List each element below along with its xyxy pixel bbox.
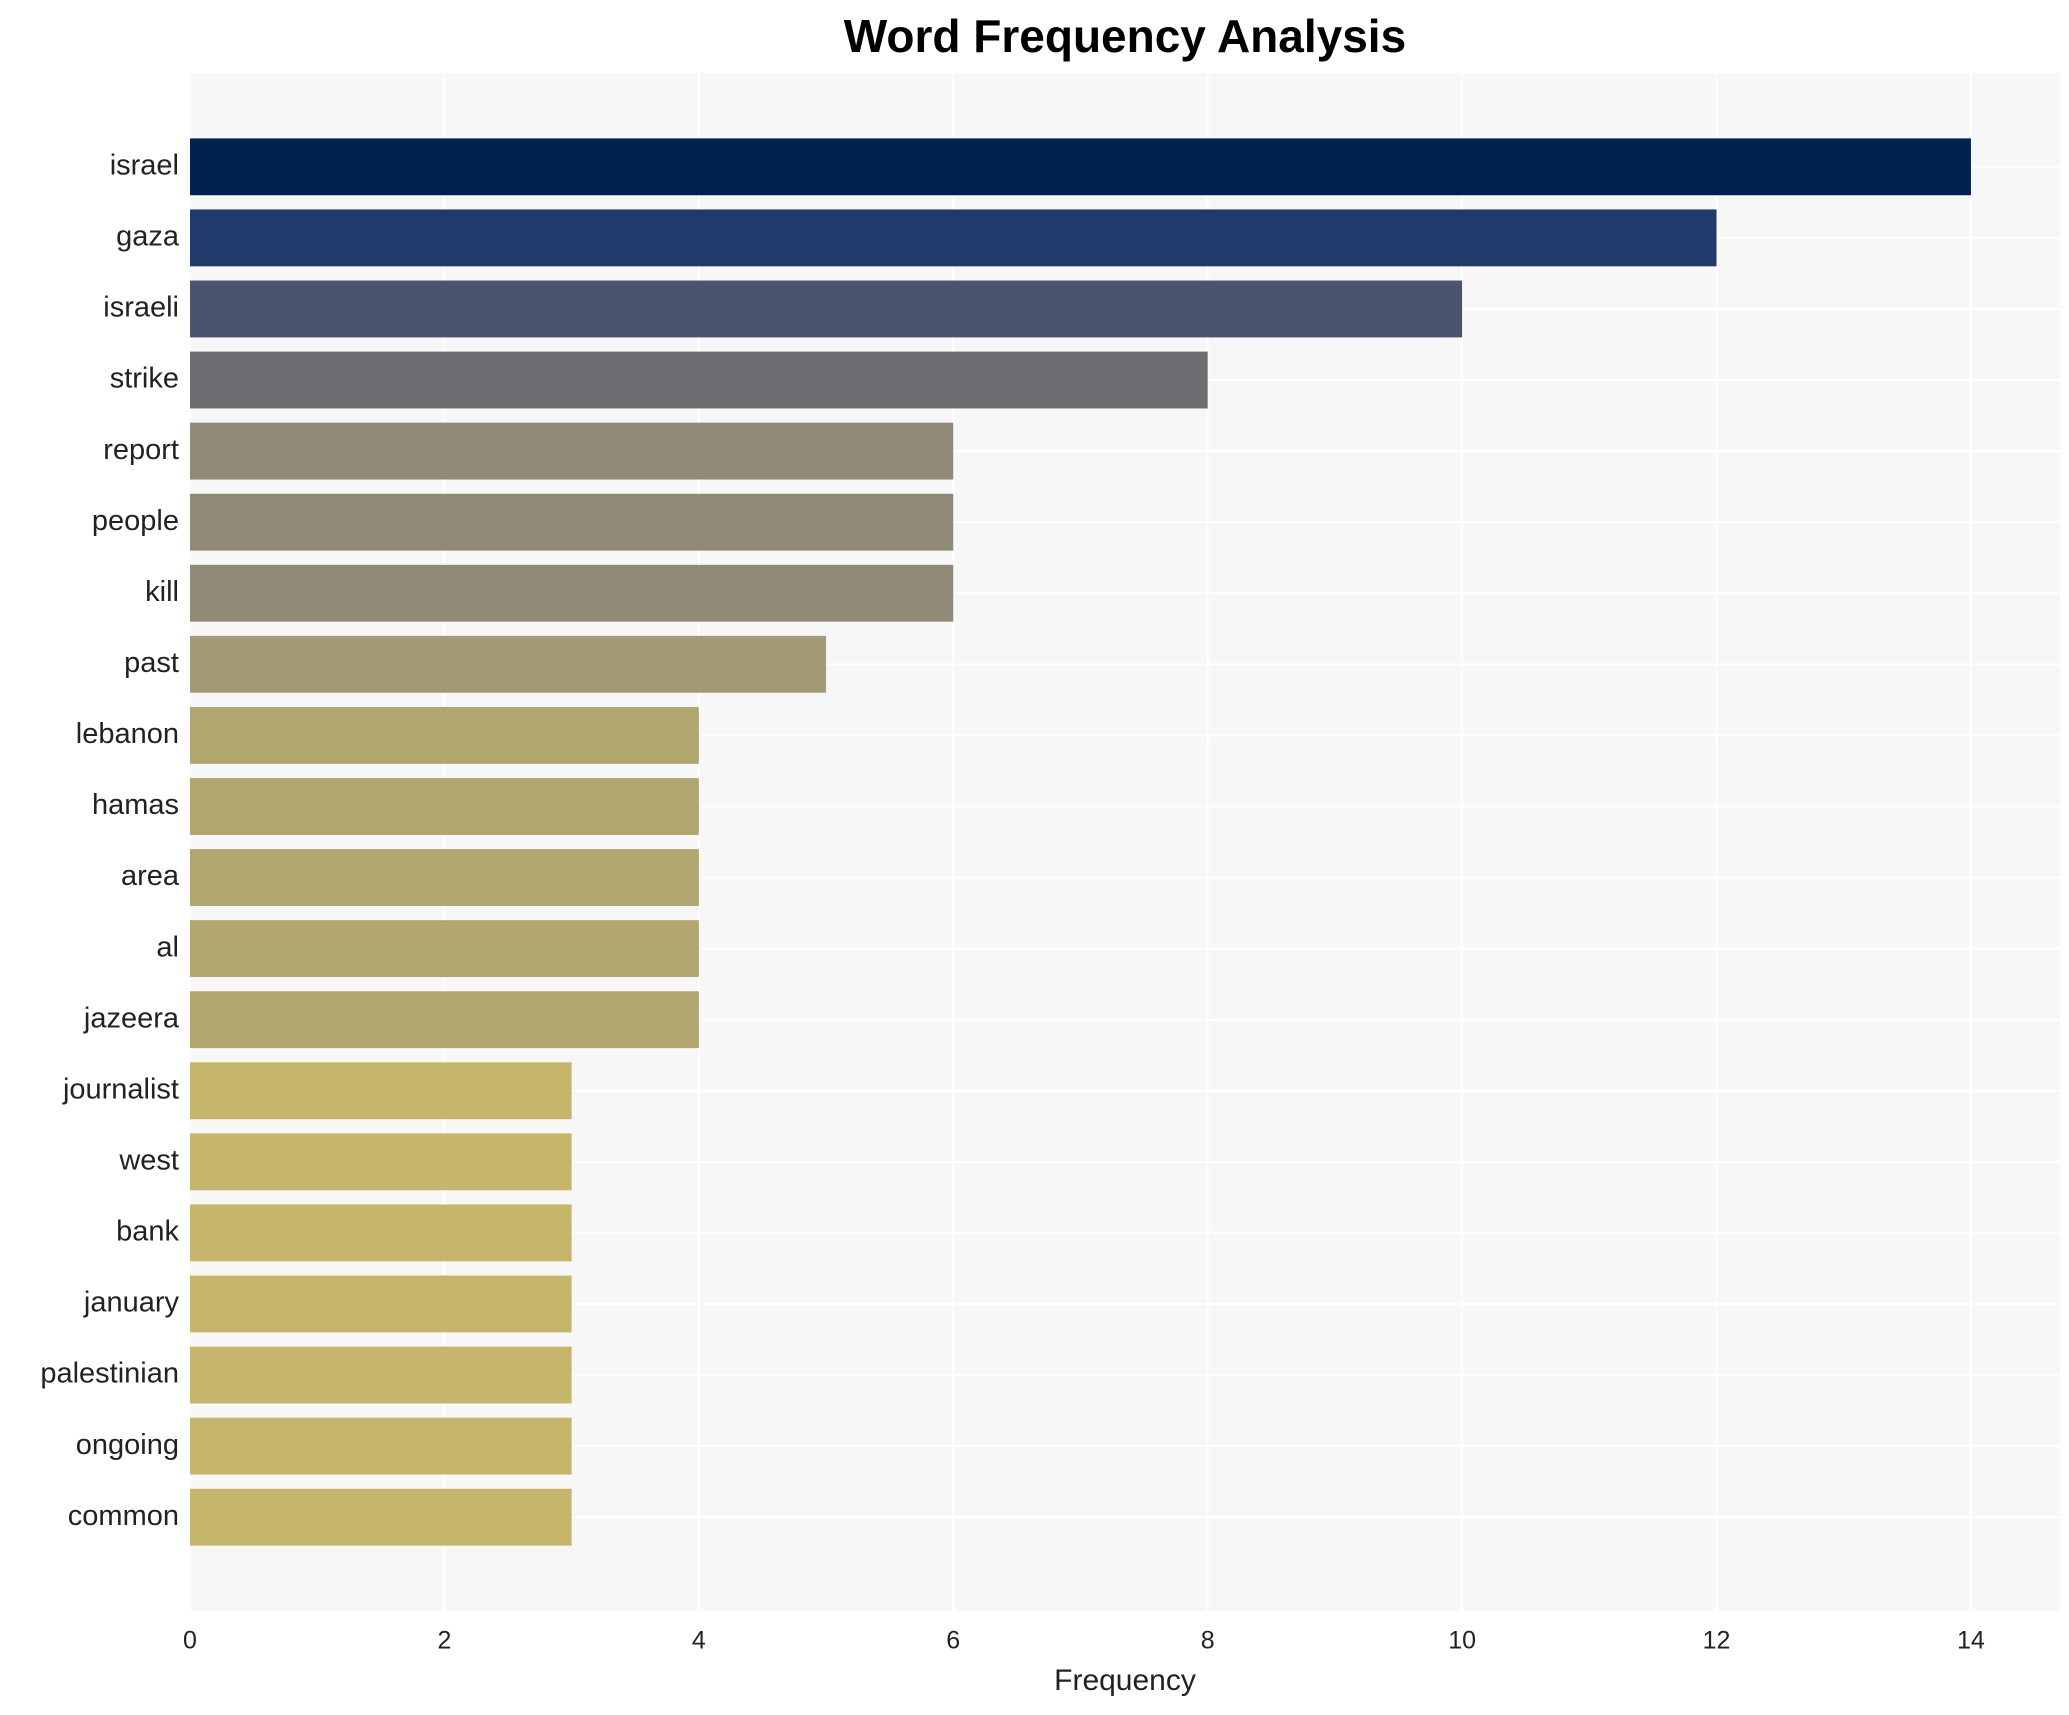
bar — [190, 422, 954, 480]
y-tick-label: report — [103, 434, 179, 466]
x-tick-label: 2 — [437, 1627, 451, 1655]
y-tick-label: israeli — [103, 292, 179, 324]
bar — [190, 920, 699, 978]
y-tick-label: jazeera — [83, 1002, 180, 1034]
y-tick-label: january — [83, 1287, 180, 1319]
y-tick-label: hamas — [92, 789, 179, 821]
bar — [190, 351, 1208, 409]
y-tick-label: common — [68, 1500, 179, 1532]
bar — [190, 1488, 572, 1546]
bar — [190, 564, 954, 622]
x-tick-label: 0 — [183, 1627, 197, 1655]
x-tick-label: 6 — [946, 1627, 960, 1655]
bar — [190, 991, 699, 1049]
bar — [190, 1417, 572, 1475]
y-tick-label: people — [92, 505, 179, 537]
bar — [190, 493, 954, 551]
y-tick-label: strike — [110, 363, 179, 395]
y-tick-label: kill — [145, 576, 179, 608]
bar — [190, 635, 827, 693]
bar — [190, 778, 699, 835]
bar — [190, 706, 699, 764]
x-axis-label: Frequency — [1054, 1664, 1196, 1697]
chart-title: Word Frequency Analysis — [844, 10, 1406, 62]
x-tick-label: 8 — [1201, 1627, 1215, 1655]
bar — [190, 1204, 572, 1262]
x-tick-label: 14 — [1957, 1627, 1985, 1655]
bar — [190, 1062, 572, 1120]
y-tick-label: west — [118, 1144, 179, 1176]
y-tick-label: ongoing — [76, 1429, 179, 1461]
y-tick-label: palestinian — [40, 1358, 179, 1390]
y-tick-label: gaza — [116, 221, 180, 253]
bar — [190, 138, 1971, 196]
y-tick-label: area — [121, 860, 180, 892]
y-tick-label: journalist — [62, 1073, 179, 1105]
x-tick-label: 10 — [1448, 1627, 1476, 1655]
bar — [190, 209, 1717, 267]
bar — [190, 849, 699, 906]
y-tick-label: israel — [110, 149, 179, 181]
bar — [190, 1346, 572, 1404]
bar — [190, 280, 1463, 338]
bar — [190, 1275, 572, 1333]
y-tick-label: bank — [116, 1216, 179, 1248]
y-tick-label: lebanon — [76, 718, 179, 750]
bar — [190, 1133, 572, 1191]
y-tick-label: past — [124, 647, 179, 679]
y-tick-label: al — [156, 931, 179, 963]
x-tick-label: 4 — [692, 1627, 706, 1655]
x-tick-label: 12 — [1703, 1627, 1731, 1655]
